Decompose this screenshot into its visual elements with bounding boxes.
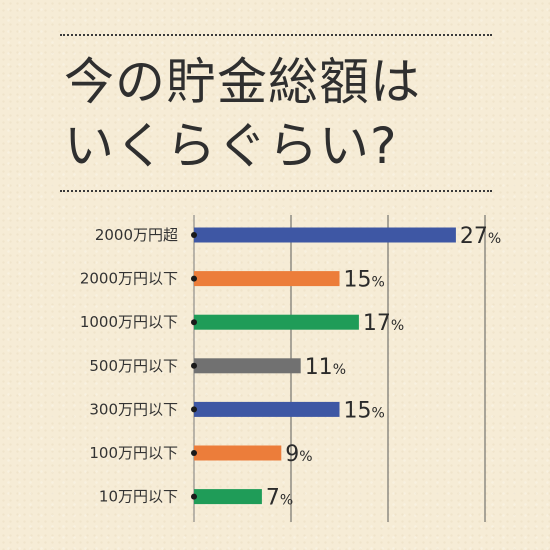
value-label: 9% bbox=[285, 442, 312, 467]
value-label: 27% bbox=[460, 224, 501, 249]
value-labels: 27% 15% 17% 11% 15% 9% 7% bbox=[266, 224, 501, 511]
bar bbox=[194, 314, 359, 330]
value-label: 15% bbox=[344, 268, 385, 293]
bar bbox=[194, 489, 262, 505]
bar-start-dot bbox=[191, 232, 197, 238]
top-dotted-divider bbox=[60, 34, 492, 36]
title-line-2: いくらぐらい? bbox=[64, 117, 398, 175]
bar bbox=[194, 227, 456, 243]
value-label: 15% bbox=[344, 398, 385, 423]
bar bbox=[194, 445, 282, 461]
bar-start-dot bbox=[191, 319, 197, 326]
bar-start-dot bbox=[191, 406, 197, 413]
value-label: 11% bbox=[305, 355, 346, 380]
category-label: 300万円以下 bbox=[89, 400, 178, 418]
category-label: 100万円以下 bbox=[89, 444, 178, 462]
bar bbox=[194, 401, 340, 417]
bar-start-dot bbox=[191, 493, 197, 500]
category-labels: 2000万円超 2000万円以下 1000万円以下 500万円以下 300万円以下 100… bbox=[80, 226, 178, 506]
category-label: 1000万円以下 bbox=[80, 313, 178, 331]
bar bbox=[194, 358, 301, 374]
bar-start-dot bbox=[191, 362, 197, 369]
category-label: 2000万円以下 bbox=[80, 270, 178, 288]
category-label: 2000万円超 bbox=[95, 226, 178, 244]
bar-start-dot bbox=[191, 450, 197, 456]
title-line-1: 今の貯金総額は bbox=[64, 53, 421, 111]
value-label: 7% bbox=[266, 486, 293, 511]
bottom-dotted-divider bbox=[60, 190, 492, 192]
category-label: 500万円以下 bbox=[89, 357, 178, 375]
category-label: 10万円以下 bbox=[99, 488, 178, 506]
value-label: 17% bbox=[363, 311, 404, 336]
bars bbox=[191, 227, 456, 505]
bar bbox=[194, 271, 340, 287]
bar-start-dot bbox=[191, 275, 197, 282]
